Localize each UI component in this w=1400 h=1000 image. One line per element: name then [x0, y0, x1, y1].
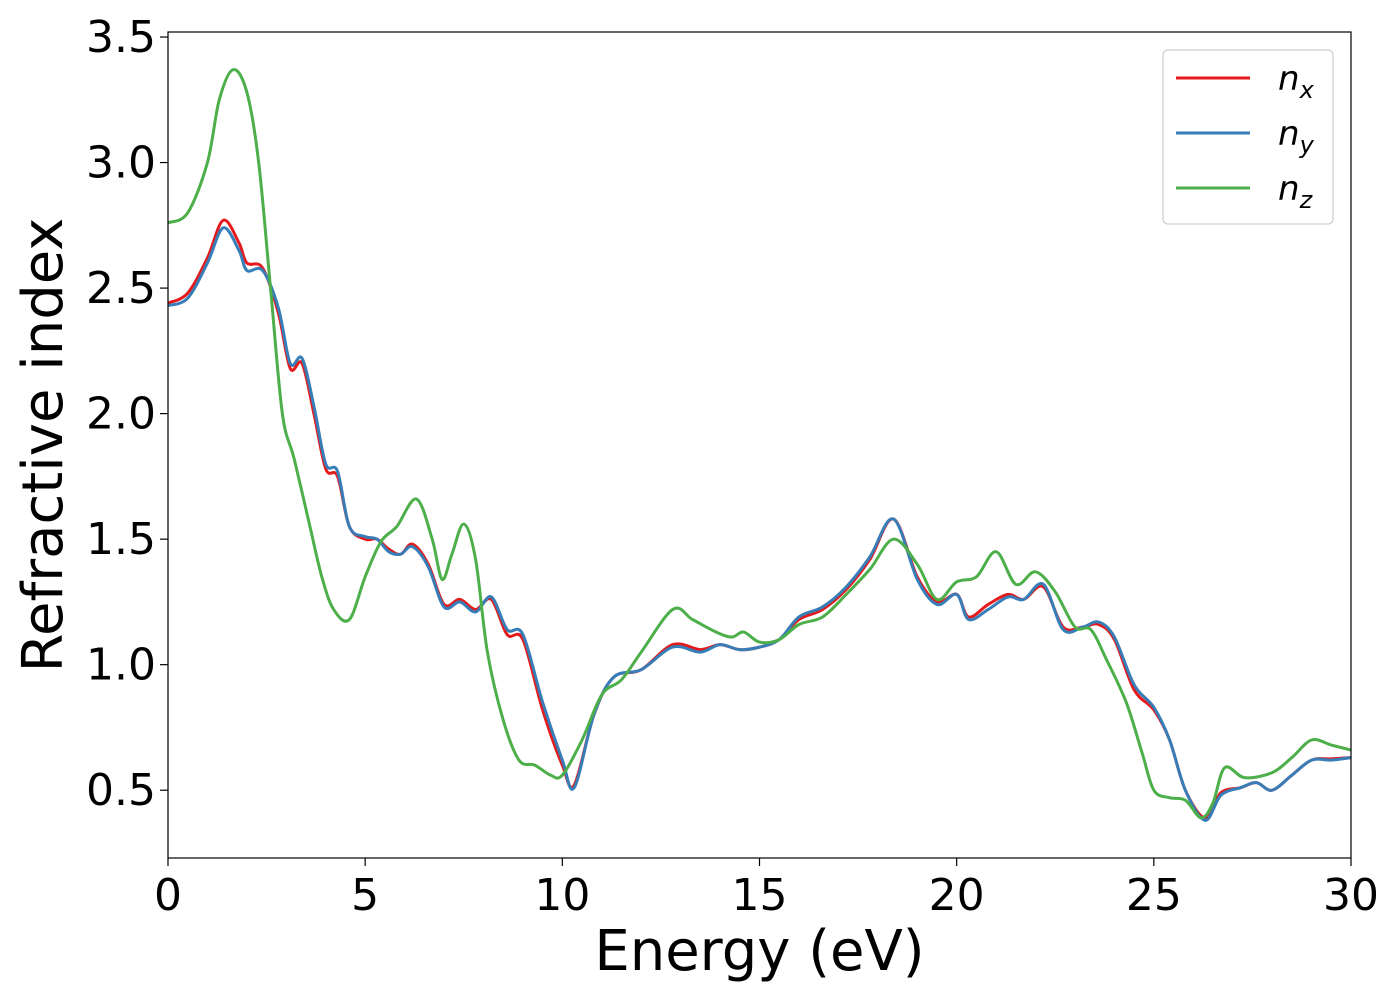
x-tick-label: 15 — [732, 870, 788, 921]
x-tick-label: 25 — [1126, 870, 1182, 921]
y-axis-label: Refractive index — [11, 218, 76, 673]
y-tick-label: 3.5 — [86, 12, 156, 63]
legend-label-nx: nx — [1278, 59, 1315, 104]
x-tick-label: 10 — [534, 870, 590, 921]
x-tick-label: 20 — [929, 870, 985, 921]
series-lines — [168, 68, 1351, 822]
y-tick-label: 3.0 — [86, 138, 156, 189]
legend-label-nz: nz — [1278, 169, 1314, 214]
x-axis-ticks: 0 5 10 15 20 25 30 — [154, 858, 1379, 921]
x-tick-label: 0 — [154, 870, 182, 921]
y-tick-label: 1.5 — [86, 514, 156, 565]
series-line-ny — [168, 226, 1351, 822]
y-tick-label: 1.0 — [86, 640, 156, 691]
y-tick-label: 2.5 — [86, 263, 156, 314]
series-line-nz — [168, 68, 1351, 820]
legend: nx ny nz — [1162, 49, 1334, 225]
series-line-nx — [168, 218, 1351, 820]
legend-box — [1162, 49, 1334, 225]
x-tick-label: 30 — [1323, 870, 1379, 921]
x-axis-label: Energy (eV) — [594, 919, 924, 984]
x-tick-label: 5 — [351, 870, 379, 921]
legend-label-ny: ny — [1278, 114, 1315, 159]
y-axis-ticks: 0.5 1.0 1.5 2.0 2.5 3.0 3.5 — [86, 12, 168, 816]
y-tick-label: 2.0 — [86, 389, 156, 440]
y-tick-label: 0.5 — [86, 765, 156, 816]
